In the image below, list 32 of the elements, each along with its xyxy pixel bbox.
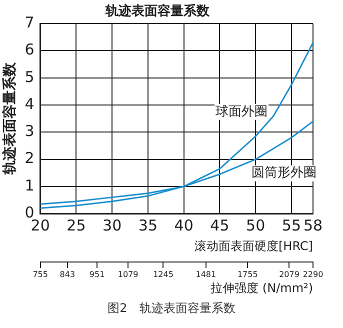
x-tick-label: 58	[303, 216, 323, 234]
caption: 图2 轨迹表面容量系数	[106, 300, 236, 317]
x2-tick-label: 1245	[153, 270, 174, 279]
x-tick-label: 55	[282, 216, 302, 234]
y-tick-label: 2	[24, 149, 34, 168]
series-label: 圆筒形外圈	[252, 166, 317, 181]
x-tick-label: 30	[102, 216, 122, 234]
x2-tick-label: 843	[60, 270, 76, 279]
x2-tick-label: 1755	[237, 270, 258, 279]
x-tick-label: 45	[210, 216, 230, 234]
y-tick-label: 1	[24, 176, 34, 194]
x2-tick-label: 755	[32, 270, 48, 279]
y-axis-title: 轨迹表面容量系数	[1, 62, 18, 176]
y-tick-label: 4	[24, 94, 34, 113]
x-axis-title: 滚动面表面硬度[HRC]	[194, 238, 313, 253]
series-label: 球面外圈	[216, 104, 268, 120]
y-tick-label: 7	[24, 13, 34, 32]
y-tick-label: 5	[24, 68, 34, 86]
x2-tick-label: 2290	[302, 270, 324, 279]
x-tick-label: 35	[138, 216, 158, 234]
x2-tick-label: 2079	[279, 270, 300, 279]
x-tick-label: 40	[174, 216, 194, 234]
y-tick-label: 6	[24, 40, 34, 59]
x2-axis-title: 拉伸强度 (N/mm²)	[210, 280, 313, 295]
x-tick-label: 50	[246, 216, 266, 234]
x2-tick-label: 951	[89, 270, 105, 279]
x-tick-label: 25	[66, 216, 86, 234]
x-tick-label: 20	[30, 216, 50, 234]
chart-title: 轨迹表面容量系数	[104, 3, 210, 20]
x2-tick-label: 1481	[196, 270, 216, 279]
x2-tick-label: 1079	[118, 270, 138, 279]
y-tick-label: 3	[24, 122, 34, 140]
